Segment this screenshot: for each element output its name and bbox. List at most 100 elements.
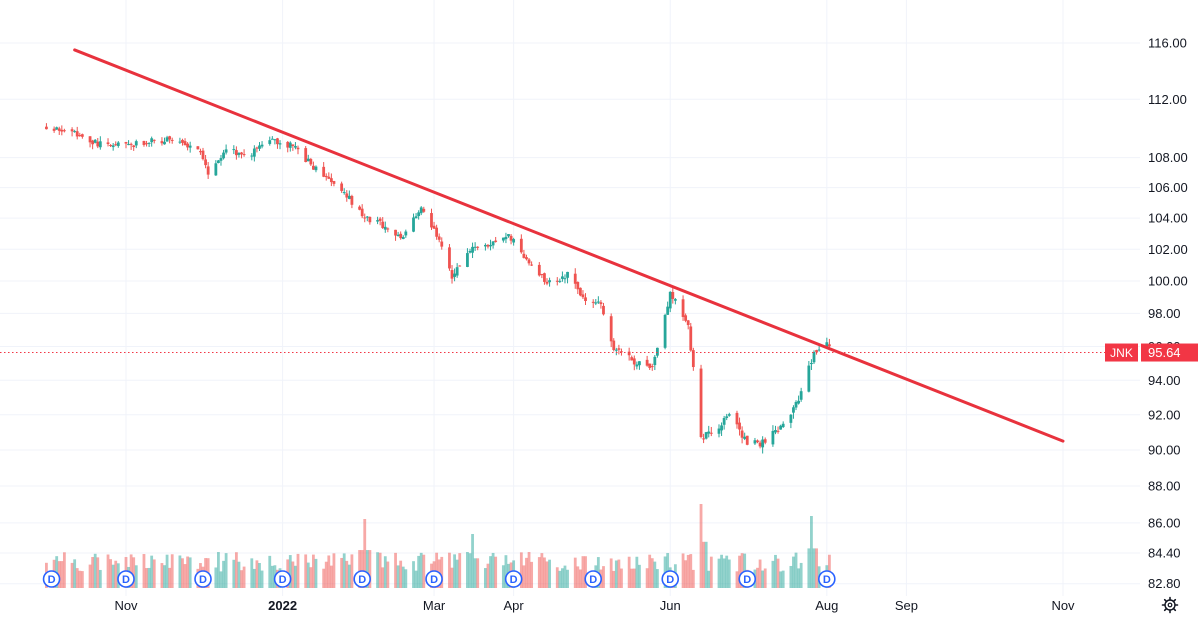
volume-bar xyxy=(106,554,110,588)
volume-bar xyxy=(689,554,693,588)
volume-bar xyxy=(88,564,92,588)
candle xyxy=(468,248,472,254)
volume-bar xyxy=(93,553,97,588)
dividend-marker[interactable]: D xyxy=(661,570,680,588)
candle xyxy=(52,126,56,133)
volume-bar xyxy=(288,555,292,588)
candle xyxy=(296,145,300,155)
volume-bar xyxy=(563,565,567,588)
candle xyxy=(399,231,403,240)
candle xyxy=(114,141,118,147)
candle xyxy=(306,154,310,162)
volume-bar xyxy=(617,559,621,588)
candle xyxy=(329,173,333,187)
volume-bar xyxy=(448,552,451,588)
volume-bar xyxy=(368,550,372,588)
volume-bar xyxy=(776,558,780,588)
candle xyxy=(491,240,495,249)
price-tick-label: 92.00 xyxy=(1148,407,1181,422)
volume-bar xyxy=(291,561,295,588)
volume-bar xyxy=(620,568,623,588)
volume-bar xyxy=(727,559,731,588)
candle xyxy=(476,246,480,251)
dividend-marker[interactable]: D xyxy=(425,570,443,588)
volume-bar xyxy=(627,556,631,588)
time-axis[interactable]: Nov 2022 Mar Apr Jun Aug Sep Nov xyxy=(114,598,1075,613)
dividend-marker[interactable]: D xyxy=(738,570,757,588)
last-price-label: 95.64 xyxy=(1148,345,1181,360)
candle xyxy=(196,146,200,150)
volume-bar xyxy=(566,569,569,588)
volume-bar xyxy=(168,567,172,588)
volume-bar xyxy=(309,567,313,588)
volume-bar xyxy=(240,570,243,588)
candle xyxy=(776,426,780,434)
volume-bar xyxy=(473,558,477,588)
candle xyxy=(771,425,775,447)
candle xyxy=(142,140,146,147)
candle xyxy=(109,144,112,148)
candle xyxy=(312,161,315,170)
volume-bar xyxy=(632,568,636,588)
candle xyxy=(363,213,367,223)
candle xyxy=(466,248,469,268)
volume-bar xyxy=(376,552,379,588)
volume-bar xyxy=(332,553,336,588)
dividend-marker[interactable]: D xyxy=(818,570,836,588)
volume-bar xyxy=(561,568,564,588)
candle xyxy=(278,140,282,150)
dividend-marker[interactable]: D xyxy=(504,570,523,588)
dividend-marker[interactable]: D xyxy=(42,570,61,588)
candle xyxy=(720,422,723,436)
candle xyxy=(781,421,785,428)
candle xyxy=(543,272,546,285)
candle xyxy=(345,190,349,202)
candle xyxy=(576,281,580,295)
volume-bar xyxy=(725,555,729,588)
candle xyxy=(635,361,639,370)
candle xyxy=(504,232,508,244)
candle xyxy=(807,360,811,393)
candle xyxy=(525,254,528,261)
candle xyxy=(507,234,510,238)
volume-bar xyxy=(268,555,272,588)
candle xyxy=(365,216,369,222)
volume-bar xyxy=(111,564,115,588)
volume-bar xyxy=(807,548,811,588)
volume-bar xyxy=(80,571,84,588)
volume-bar xyxy=(792,556,795,588)
candle xyxy=(276,137,279,149)
candle xyxy=(181,138,184,146)
candle xyxy=(779,424,783,430)
volume-bar xyxy=(329,565,333,588)
volume-bar xyxy=(222,560,225,588)
volume-bar xyxy=(75,568,79,588)
volume-bar xyxy=(648,554,652,588)
dividend-marker[interactable]: D xyxy=(353,570,371,588)
dividend-marker[interactable]: D xyxy=(117,570,135,588)
volume-bar xyxy=(250,558,254,588)
volume-bar xyxy=(655,569,659,588)
volume-bar xyxy=(471,534,474,588)
gear-icon[interactable] xyxy=(1161,596,1179,614)
price-tick-label: 98.00 xyxy=(1148,306,1181,321)
dividend-marker-label: D xyxy=(666,574,674,586)
candle xyxy=(673,298,677,305)
price-axis[interactable]: 116.00 112.00 108.00 106.00 104.00 102.00 100.… xyxy=(1148,36,1188,592)
candle xyxy=(242,149,246,157)
candle xyxy=(183,138,187,146)
candle xyxy=(799,387,803,402)
candle xyxy=(614,347,618,356)
trendline-layer[interactable] xyxy=(73,48,1065,443)
candle xyxy=(812,350,816,364)
trendline[interactable] xyxy=(73,48,1065,443)
candle xyxy=(548,277,551,287)
dividend-marker[interactable]: D xyxy=(584,570,603,588)
volume-bar xyxy=(789,565,793,588)
dividend-marker[interactable]: D xyxy=(194,570,212,588)
volume-bar xyxy=(494,556,498,588)
volume-bar xyxy=(466,552,469,588)
dividend-marker[interactable]: D xyxy=(273,570,292,588)
